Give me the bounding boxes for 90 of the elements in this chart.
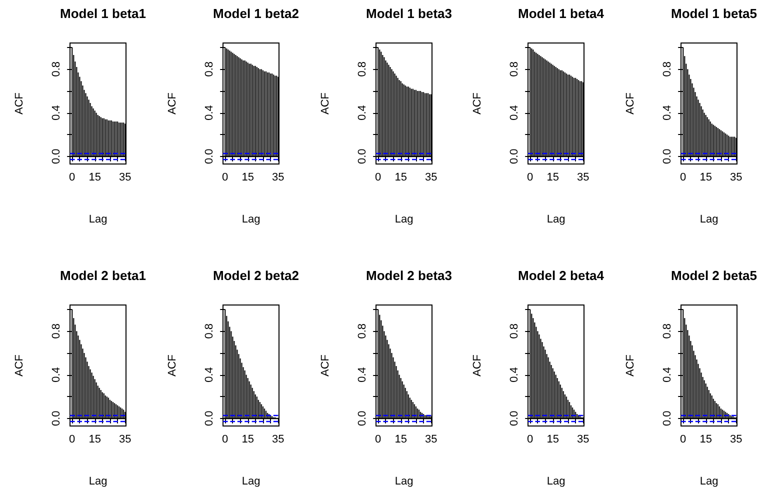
chart-title: Model 2 beta1 — [60, 268, 146, 283]
y-tick-label: 0.0 — [203, 148, 216, 164]
x-tick-label: 15 — [700, 172, 712, 184]
x-tick-label: 15 — [241, 434, 254, 446]
x-tick-label: 0 — [680, 172, 686, 184]
y-tick-label: 0.0 — [356, 410, 368, 426]
x-axis-title: Lag — [394, 214, 413, 226]
y-axis-title: ACF — [319, 92, 332, 114]
x-axis-title: Lag — [700, 214, 718, 226]
y-axis-title: ACF — [14, 92, 26, 114]
y-tick-label: 0.8 — [356, 324, 368, 339]
chart-title: Model 1 beta5 — [671, 6, 758, 21]
y-axis-title: ACF — [319, 354, 332, 376]
y-tick-label: 0.0 — [50, 410, 62, 426]
x-tick-label: 35 — [730, 172, 742, 184]
x-tick-label: 0 — [222, 434, 228, 446]
y-tick-label: 0.4 — [508, 367, 521, 382]
x-axis-title: Lag — [242, 214, 260, 226]
y-tick-label: 0.8 — [50, 324, 62, 339]
y-axis-title: ACF — [166, 92, 178, 114]
x-axis-title: Lag — [394, 476, 413, 488]
y-tick-label: 0.4 — [356, 105, 368, 120]
y-tick-label: 0.8 — [662, 324, 674, 339]
x-axis-title: Lag — [547, 214, 566, 226]
x-tick-label: 0 — [374, 172, 381, 184]
x-tick-label: 35 — [272, 172, 284, 184]
x-tick-label: 15 — [547, 434, 560, 446]
y-tick-label: 0.4 — [203, 367, 216, 382]
x-tick-label: 0 — [222, 172, 228, 184]
x-axis-title: Lag — [88, 476, 108, 488]
y-axis-title: ACF — [624, 354, 637, 376]
x-tick-label: 0 — [69, 434, 76, 446]
y-tick-label: 0.4 — [508, 105, 521, 120]
y-axis-title: ACF — [624, 92, 637, 114]
y-tick-label: 0.4 — [50, 105, 62, 120]
x-tick-label: 35 — [272, 434, 284, 446]
x-tick-label: 35 — [577, 172, 590, 184]
y-tick-label: 0.4 — [662, 105, 674, 120]
y-axis-title: ACF — [166, 354, 178, 376]
chart-title: Model 2 beta4 — [518, 268, 606, 283]
y-tick-label: 0.0 — [508, 148, 521, 164]
y-tick-label: 0.8 — [356, 62, 368, 77]
y-tick-label: 0.8 — [203, 324, 216, 339]
y-tick-label: 0.8 — [662, 62, 674, 77]
y-tick-label: 0.0 — [508, 410, 521, 426]
x-tick-label: 35 — [424, 434, 437, 446]
chart-title: Model 2 beta3 — [366, 268, 452, 283]
y-tick-label: 0.4 — [50, 367, 62, 382]
y-tick-label: 0.0 — [662, 148, 674, 164]
x-tick-label: 35 — [118, 434, 132, 446]
y-tick-label: 0.0 — [203, 410, 216, 426]
chart-title: Model 2 beta2 — [212, 268, 299, 283]
x-tick-label: 0 — [374, 434, 381, 446]
x-tick-label: 15 — [394, 172, 407, 184]
x-axis-title: Lag — [88, 214, 108, 226]
y-tick-label: 0.4 — [203, 105, 216, 120]
chart-title: Model 2 beta5 — [671, 268, 758, 283]
y-axis-title: ACF — [472, 354, 484, 376]
x-axis-title: Lag — [242, 476, 260, 488]
x-axis-title: Lag — [700, 476, 718, 488]
x-tick-label: 15 — [394, 434, 407, 446]
x-tick-label: 35 — [730, 434, 742, 446]
y-tick-label: 0.8 — [508, 324, 521, 339]
y-tick-label: 0.0 — [356, 148, 368, 164]
chart-title: Model 1 beta2 — [212, 6, 299, 21]
y-tick-label: 0.8 — [50, 62, 62, 77]
chart-title: Model 1 beta3 — [366, 6, 452, 21]
y-axis-title: ACF — [472, 92, 484, 114]
y-axis-title: ACF — [14, 354, 26, 376]
y-tick-label: 0.8 — [203, 62, 216, 77]
x-tick-label: 15 — [547, 172, 560, 184]
x-tick-label: 15 — [88, 172, 101, 184]
x-axis-title: Lag — [547, 476, 566, 488]
y-tick-label: 0.0 — [50, 148, 62, 164]
x-tick-label: 35 — [118, 172, 132, 184]
chart-title: Model 1 beta1 — [60, 6, 146, 21]
x-tick-label: 35 — [577, 434, 590, 446]
x-tick-label: 0 — [527, 434, 534, 446]
y-tick-label: 0.4 — [356, 367, 368, 382]
x-tick-label: 0 — [527, 172, 534, 184]
chart-title: Model 1 beta4 — [518, 6, 606, 21]
x-tick-label: 0 — [680, 434, 686, 446]
x-tick-label: 35 — [424, 172, 437, 184]
y-tick-label: 0.0 — [662, 410, 674, 426]
x-tick-label: 15 — [88, 434, 101, 446]
x-tick-label: 0 — [69, 172, 76, 184]
y-tick-label: 0.4 — [662, 367, 674, 382]
x-tick-label: 15 — [241, 172, 254, 184]
x-tick-label: 15 — [700, 434, 712, 446]
y-tick-label: 0.8 — [508, 62, 521, 77]
